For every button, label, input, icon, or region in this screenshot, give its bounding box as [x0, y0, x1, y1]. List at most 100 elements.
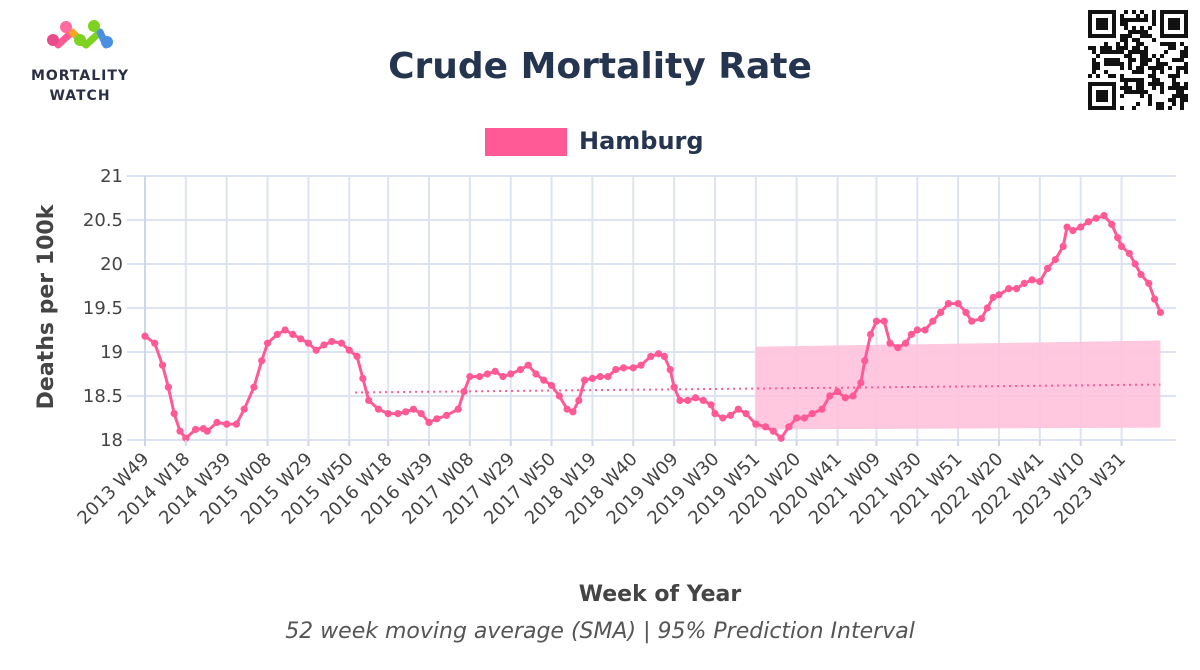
data-point [402, 408, 410, 416]
chart-title: Crude Mortality Rate [388, 46, 812, 87]
x-axis-title: Week of Year [579, 582, 742, 607]
data-point [647, 352, 655, 360]
data-point [1117, 242, 1126, 250]
data-point [250, 383, 258, 391]
data-point [555, 392, 563, 400]
data-point [619, 364, 628, 372]
data-point [312, 346, 320, 354]
data-point [929, 317, 937, 325]
data-point [707, 401, 715, 409]
data-point [409, 405, 418, 413]
baseline-line [355, 383, 1161, 394]
data-point [454, 405, 462, 413]
data-point [666, 366, 674, 374]
data-point [833, 388, 842, 396]
y-tick-label: 21 [100, 166, 123, 187]
data-point [263, 339, 272, 347]
data-point [384, 410, 392, 418]
baseline [355, 383, 1161, 394]
series-line-hamburg [144, 214, 1162, 440]
data-point [861, 357, 869, 365]
data-point [353, 352, 361, 360]
data-point [499, 373, 507, 381]
data-point [540, 376, 548, 384]
data-point [734, 405, 742, 413]
data-point [907, 330, 916, 338]
data-point [151, 339, 159, 347]
data-point [660, 352, 668, 360]
data-point [516, 366, 525, 374]
data-point [849, 392, 857, 400]
data-point [483, 370, 491, 378]
data-point [629, 364, 637, 372]
prediction-interval [755, 340, 1161, 430]
data-point [223, 420, 231, 428]
y-tick-label: 19 [100, 342, 123, 363]
data-point [785, 423, 793, 431]
data-point [320, 341, 328, 349]
data-point [203, 427, 211, 435]
data-point [191, 425, 200, 434]
data-point [1028, 276, 1036, 284]
data-point [989, 293, 997, 302]
data-point [699, 396, 707, 404]
data-point [232, 420, 241, 428]
data-point [475, 373, 484, 381]
data-point [581, 376, 589, 384]
data-point [719, 414, 727, 422]
prediction-interval-band [755, 340, 1161, 430]
data-point [670, 383, 678, 391]
data-point [761, 423, 770, 431]
data-point [141, 332, 149, 340]
legend-label-hamburg: Hamburg [579, 127, 704, 155]
data-point [1059, 242, 1067, 250]
data-point [491, 367, 499, 375]
data-point [818, 405, 826, 413]
data-point [1005, 285, 1013, 293]
data-point [374, 405, 383, 413]
data-point [654, 350, 663, 358]
data-point [691, 394, 700, 402]
data-point [297, 335, 305, 343]
data-point [866, 330, 875, 338]
data-point [612, 366, 620, 374]
data-point [921, 326, 929, 334]
data-point [886, 339, 894, 347]
logo-text-line1: MORTALITY [31, 68, 129, 84]
data-point [328, 337, 336, 346]
data-point [359, 374, 367, 382]
data-point [826, 392, 834, 400]
data-point [944, 300, 953, 308]
data-point [304, 339, 313, 347]
data-point [532, 370, 540, 378]
data-point [800, 414, 809, 422]
y-tick-label: 19.5 [83, 298, 123, 319]
data-point [1108, 220, 1116, 228]
data-point [1156, 308, 1165, 316]
data-point [637, 361, 645, 369]
data-point [777, 434, 785, 442]
data-point [977, 314, 986, 323]
data-point [968, 317, 976, 325]
series-hamburg [141, 212, 1165, 442]
data-point [954, 300, 962, 308]
data-point [872, 317, 881, 325]
data-point [1051, 256, 1059, 264]
data-point [442, 411, 451, 419]
data-point [588, 374, 597, 382]
data-point [240, 405, 248, 413]
data-point [345, 346, 353, 354]
data-point [460, 388, 468, 396]
data-point [769, 427, 777, 435]
data-point [394, 410, 402, 418]
data-point [1125, 249, 1133, 258]
data-point [1044, 264, 1052, 272]
qr-code [1088, 10, 1188, 110]
legend-swatch-hamburg [485, 128, 567, 156]
data-point [273, 330, 281, 338]
y-tick-label: 18.5 [83, 386, 123, 407]
data-point [1084, 218, 1093, 226]
data-point [1077, 223, 1085, 231]
data-point [164, 383, 172, 391]
